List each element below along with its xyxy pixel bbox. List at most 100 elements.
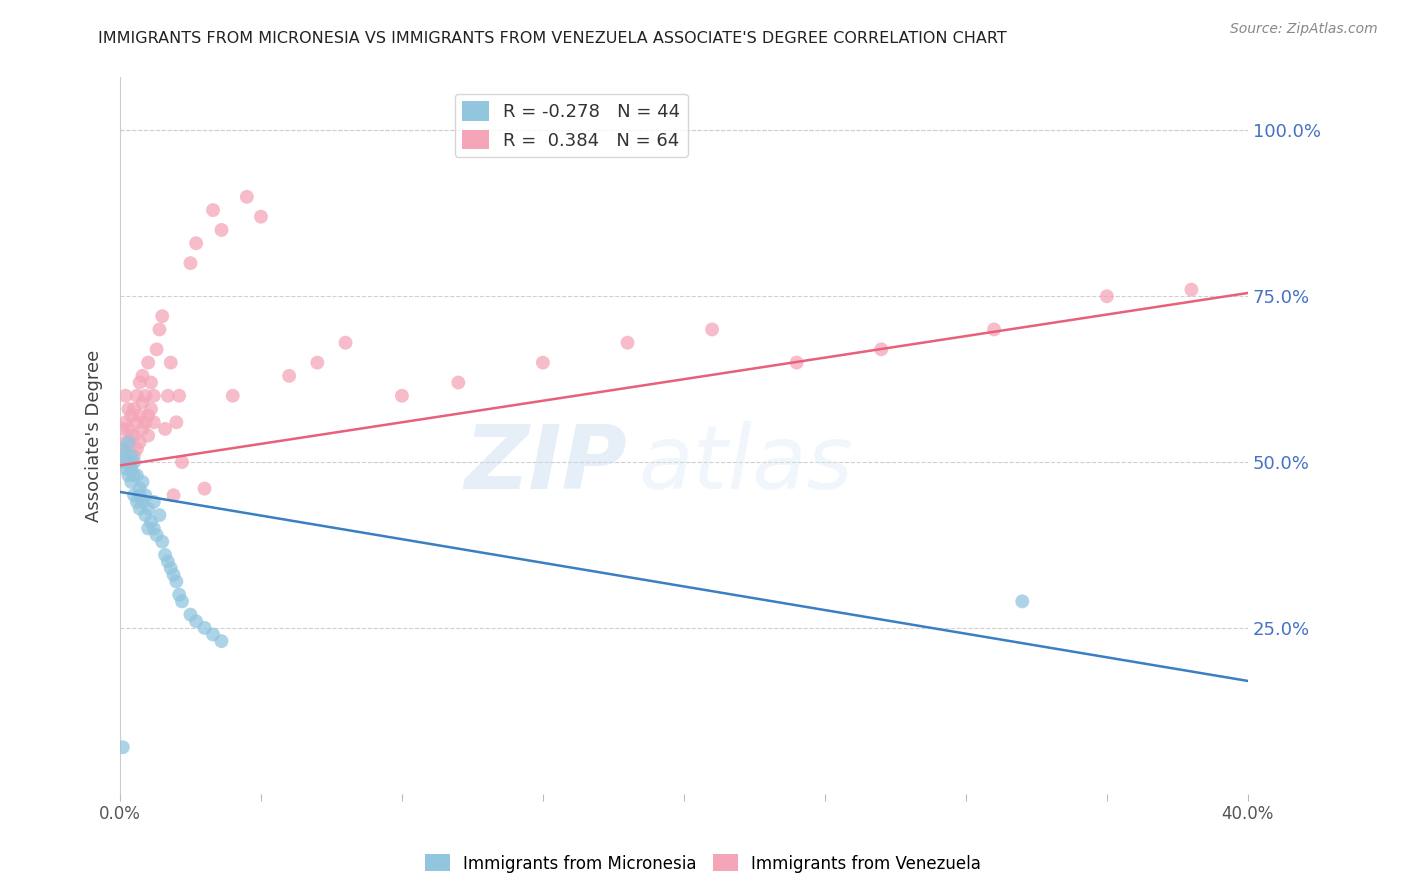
Point xyxy=(139,402,162,417)
Point xyxy=(167,588,190,602)
Point xyxy=(125,389,148,403)
Point xyxy=(128,435,150,450)
Point xyxy=(447,376,470,390)
Point xyxy=(165,415,187,429)
Point xyxy=(202,203,225,218)
Point xyxy=(114,435,136,450)
Point xyxy=(122,468,145,483)
Point xyxy=(150,534,173,549)
Point xyxy=(1095,289,1118,303)
Point xyxy=(307,356,329,370)
Point xyxy=(153,422,176,436)
Y-axis label: Associate's Degree: Associate's Degree xyxy=(86,350,103,522)
Point xyxy=(162,488,184,502)
Point xyxy=(131,422,153,436)
Point xyxy=(120,475,142,489)
Point xyxy=(139,376,162,390)
Point xyxy=(122,428,145,442)
Point xyxy=(193,482,215,496)
Point xyxy=(786,356,808,370)
Point xyxy=(142,521,165,535)
Point xyxy=(134,415,156,429)
Point xyxy=(114,461,136,475)
Point xyxy=(156,555,179,569)
Point xyxy=(335,335,357,350)
Point xyxy=(202,627,225,641)
Point xyxy=(142,389,165,403)
Point xyxy=(165,574,187,589)
Point xyxy=(156,389,179,403)
Point xyxy=(117,435,139,450)
Point xyxy=(131,368,153,383)
Point xyxy=(184,236,207,251)
Point xyxy=(111,422,134,436)
Point xyxy=(391,389,413,403)
Legend: Immigrants from Micronesia, Immigrants from Venezuela: Immigrants from Micronesia, Immigrants f… xyxy=(418,847,988,880)
Point xyxy=(111,455,134,469)
Point xyxy=(128,482,150,496)
Point xyxy=(153,548,176,562)
Point xyxy=(139,515,162,529)
Point xyxy=(131,395,153,409)
Point xyxy=(122,449,145,463)
Point xyxy=(142,495,165,509)
Point xyxy=(193,621,215,635)
Point xyxy=(111,442,134,456)
Point xyxy=(125,468,148,483)
Point xyxy=(222,389,245,403)
Point xyxy=(167,389,190,403)
Point xyxy=(1180,283,1202,297)
Point xyxy=(125,415,148,429)
Point xyxy=(134,508,156,523)
Point xyxy=(170,594,193,608)
Point xyxy=(120,455,142,469)
Point xyxy=(1011,594,1033,608)
Point xyxy=(145,343,167,357)
Point xyxy=(114,389,136,403)
Point xyxy=(120,409,142,423)
Point xyxy=(131,495,153,509)
Point xyxy=(122,455,145,469)
Point xyxy=(136,521,159,535)
Point xyxy=(170,455,193,469)
Legend: R = -0.278   N = 44, R =  0.384   N = 64: R = -0.278 N = 44, R = 0.384 N = 64 xyxy=(454,94,688,157)
Point xyxy=(136,409,159,423)
Point xyxy=(122,402,145,417)
Point xyxy=(159,356,181,370)
Point xyxy=(184,614,207,628)
Point xyxy=(117,422,139,436)
Point xyxy=(111,455,134,469)
Point xyxy=(136,501,159,516)
Point xyxy=(111,442,134,456)
Point xyxy=(134,488,156,502)
Point xyxy=(114,415,136,429)
Point xyxy=(120,449,142,463)
Text: atlas: atlas xyxy=(638,421,853,508)
Point xyxy=(179,256,201,270)
Point xyxy=(128,409,150,423)
Text: ZIP: ZIP xyxy=(465,421,627,508)
Point xyxy=(117,455,139,469)
Point xyxy=(983,322,1005,336)
Point xyxy=(111,740,134,755)
Point xyxy=(159,561,181,575)
Point xyxy=(616,335,638,350)
Point xyxy=(870,343,893,357)
Point xyxy=(211,223,233,237)
Point xyxy=(250,210,273,224)
Point xyxy=(122,488,145,502)
Point xyxy=(114,449,136,463)
Text: IMMIGRANTS FROM MICRONESIA VS IMMIGRANTS FROM VENEZUELA ASSOCIATE'S DEGREE CORRE: IMMIGRANTS FROM MICRONESIA VS IMMIGRANTS… xyxy=(98,31,1007,46)
Point xyxy=(136,428,159,442)
Point xyxy=(142,415,165,429)
Point xyxy=(150,309,173,323)
Point xyxy=(148,322,170,336)
Point xyxy=(179,607,201,622)
Point xyxy=(134,389,156,403)
Point xyxy=(531,356,554,370)
Point xyxy=(125,495,148,509)
Point xyxy=(278,368,301,383)
Point xyxy=(236,190,259,204)
Text: Source: ZipAtlas.com: Source: ZipAtlas.com xyxy=(1230,22,1378,37)
Point xyxy=(125,442,148,456)
